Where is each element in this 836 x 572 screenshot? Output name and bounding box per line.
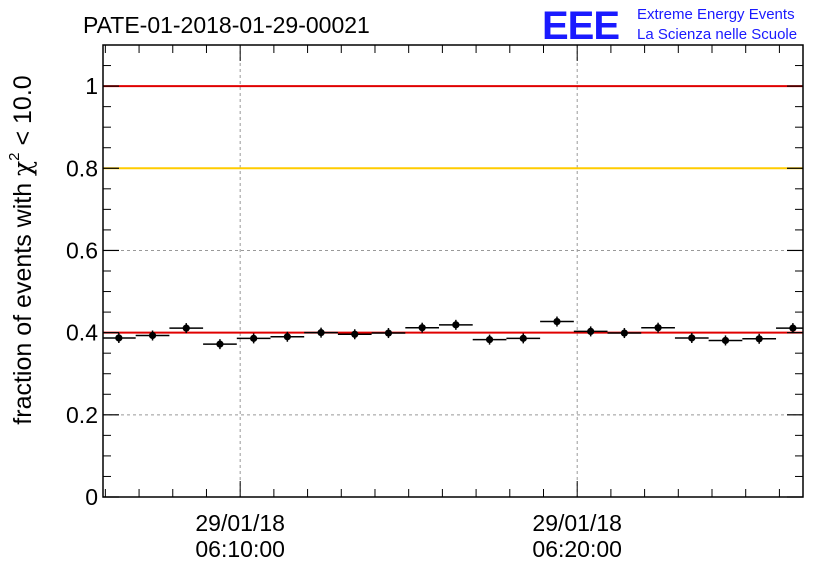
x-tick-label-time: 06:10:00 xyxy=(195,536,285,562)
y-label-sup: 2 xyxy=(6,152,23,160)
data-point xyxy=(304,327,338,338)
y-tick-labels: 0 0.2 0.4 0.6 0.8 1 xyxy=(66,73,98,510)
data-point xyxy=(103,332,136,343)
marker xyxy=(519,334,527,342)
data-point xyxy=(776,323,803,334)
y-label-suffix: < 10.0 xyxy=(9,75,37,152)
x-tick-label-date: 29/01/18 xyxy=(532,510,622,536)
data-point xyxy=(641,322,675,333)
marker xyxy=(283,333,291,341)
data-point xyxy=(607,328,642,339)
data-point xyxy=(337,329,372,340)
data-point xyxy=(472,334,507,345)
marker xyxy=(485,336,494,344)
y-label-prefix: fraction of events with xyxy=(9,176,37,425)
data-point xyxy=(506,333,541,344)
y-tick-label: 0.4 xyxy=(66,320,98,346)
logo-letters: EEE xyxy=(542,4,619,48)
grid xyxy=(103,45,803,497)
y-tick-label: 1 xyxy=(85,73,98,99)
y-tick-label: 0.6 xyxy=(66,237,98,263)
x-tick-label-date: 29/01/18 xyxy=(195,510,285,536)
marker xyxy=(317,329,325,337)
marker xyxy=(688,334,696,342)
data-point xyxy=(405,322,440,333)
data-point xyxy=(674,332,709,343)
marker xyxy=(620,329,628,337)
logo-line-2: La Scienza nelle Scuole xyxy=(637,26,797,43)
marker xyxy=(115,334,123,342)
data-point xyxy=(573,326,608,337)
data-point xyxy=(540,316,574,327)
marker xyxy=(789,324,797,332)
axis-ticks xyxy=(103,45,803,498)
marker xyxy=(418,324,426,332)
data-point xyxy=(236,333,271,344)
data-point xyxy=(135,330,170,341)
marker xyxy=(721,336,730,345)
plot-frame xyxy=(102,44,804,498)
marker xyxy=(384,329,393,337)
y-tick-label: 0.2 xyxy=(66,402,98,428)
marker xyxy=(250,334,258,342)
marker xyxy=(216,340,224,348)
marker xyxy=(452,321,460,329)
y-tick-label: 0 xyxy=(85,484,98,510)
chart-title: PATE-01-2018-01-29-00021 xyxy=(83,12,370,38)
data-point xyxy=(270,331,305,342)
logo-line-1: Extreme Energy Events xyxy=(637,6,795,23)
x-tick-label-time: 06:20:00 xyxy=(532,536,622,562)
marker xyxy=(553,317,561,326)
marker xyxy=(351,330,359,338)
eee-logo: EEE Extreme Energy Events La Scienza nel… xyxy=(542,4,797,48)
y-tick-label: 0.8 xyxy=(66,155,98,181)
data-point xyxy=(371,328,406,339)
y-axis-label: fraction of events with χ2 < 10.0 xyxy=(6,75,37,424)
data-points xyxy=(103,316,803,350)
data-point xyxy=(742,333,777,344)
reference-lines xyxy=(103,85,803,334)
data-point xyxy=(708,335,743,346)
data-point xyxy=(169,323,204,334)
marker xyxy=(182,324,190,332)
data-point xyxy=(439,319,473,330)
marker xyxy=(654,324,662,332)
data-point xyxy=(203,339,237,350)
marker xyxy=(148,331,157,340)
marker xyxy=(755,335,763,343)
y-label-chi: χ xyxy=(8,161,37,176)
marker xyxy=(587,327,595,336)
